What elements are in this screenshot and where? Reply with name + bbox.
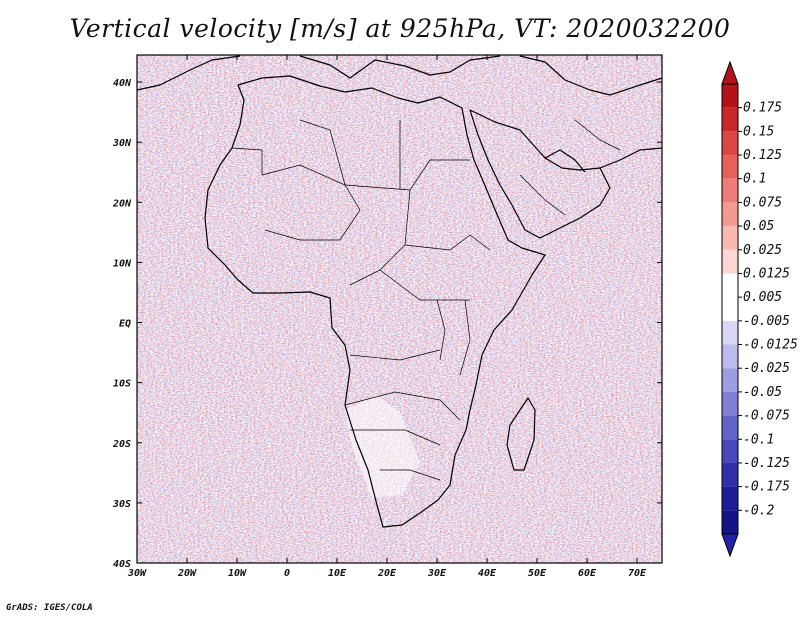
colorbar-swatch (722, 510, 738, 534)
coastlines (136, 55, 663, 528)
colorbar-swatch (722, 178, 738, 203)
colorbar-swatch (722, 84, 738, 108)
colorbar-swatch (722, 273, 738, 298)
lon-label: 60E (578, 568, 597, 579)
colorbar-swatch (722, 320, 738, 345)
colorbar-swatch (722, 368, 738, 392)
colorbar-swatch (722, 344, 738, 369)
lat-label: 10S (113, 379, 131, 390)
lat-label: 30S (112, 499, 131, 510)
lat-label: 10N (113, 258, 132, 269)
colorbar-label: 0.075 (743, 195, 782, 210)
lon-label: 70E (628, 568, 647, 579)
lon-label: 20W (177, 568, 197, 579)
colorbar-frame (721, 83, 739, 535)
colorbar-label: -0.05 (743, 385, 782, 400)
colorbar-swatch (722, 107, 738, 132)
map-panel (136, 55, 663, 563)
colorbar-swatch (722, 249, 738, 274)
grads-credit: GrADS: IGES/COLA (6, 603, 93, 613)
colorbar-label: 0.175 (743, 101, 782, 116)
colorbar-label: -0.175 (743, 480, 790, 495)
colorbar-swatch (722, 391, 738, 416)
colorbar-bottom-arrow (721, 533, 739, 558)
plot-frame (136, 54, 663, 564)
lon-label: 10W (228, 568, 247, 579)
colorbar-label: 0.15 (743, 124, 774, 139)
colorbar-swatch (722, 131, 738, 156)
colorbar-label: 0.125 (743, 148, 782, 163)
africa-coastline (204, 75, 546, 528)
colorbar-label: 0.025 (743, 243, 782, 258)
colorbar-swatch (722, 415, 738, 440)
vertical-velocity-field (137, 55, 662, 563)
lat-label: 40S (113, 559, 131, 570)
colorbar-label: 0.1 (743, 172, 766, 187)
colorbar-label: 0.05 (743, 219, 774, 234)
colorbar-swatch (722, 226, 738, 250)
colorbar-swatch (722, 462, 738, 487)
colorbar-swatch (722, 297, 738, 321)
lat-label: 20S (112, 439, 131, 450)
colorbar-label: 0.005 (743, 290, 782, 305)
lat-label: 20N (112, 198, 132, 209)
colorbar-label: -0.025 (743, 361, 790, 376)
lon-label: 30E (427, 568, 447, 579)
lon-label: 10E (328, 568, 347, 579)
colorbar-top-arrow (721, 60, 739, 85)
madagascar-coastline (506, 397, 536, 471)
lon-label: 30W (127, 568, 147, 579)
colorbar-label: -0.0125 (743, 338, 798, 353)
persian-gulf-coastline (544, 147, 663, 173)
colorbar: 0.175 0.15 0.125 0.1 0.075 0.05 0.025 0.0125 0.0… (721, 60, 798, 558)
arabia-coastline (469, 109, 611, 239)
country-borders (231, 119, 621, 481)
lon-label: 50E (528, 568, 547, 579)
lat-label: EQ (119, 319, 131, 330)
colorbar-swatch (722, 155, 738, 179)
colorbar-label: -0.005 (743, 314, 790, 329)
colorbar-label: -0.125 (743, 456, 790, 471)
chart-title: Vertical velocity [m/s] at 925hPa, VT: 2… (69, 14, 731, 43)
europe-coastline (136, 55, 663, 96)
colorbar-label: -0.1 (743, 432, 774, 447)
colorbar-label: -0.2 (743, 503, 774, 518)
colorbar-swatch (722, 202, 738, 227)
lon-label: 0 (284, 568, 290, 579)
lon-label: 20E (377, 568, 397, 579)
lat-label: 40N (113, 78, 132, 89)
lon-label: 40E (478, 568, 497, 579)
colorbar-swatch (722, 486, 738, 511)
colorbar-swatch (722, 439, 738, 463)
colorbar-label: -0.075 (743, 409, 790, 424)
lat-label: 30N (112, 138, 132, 149)
colorbar-label: 0.0125 (743, 266, 790, 281)
